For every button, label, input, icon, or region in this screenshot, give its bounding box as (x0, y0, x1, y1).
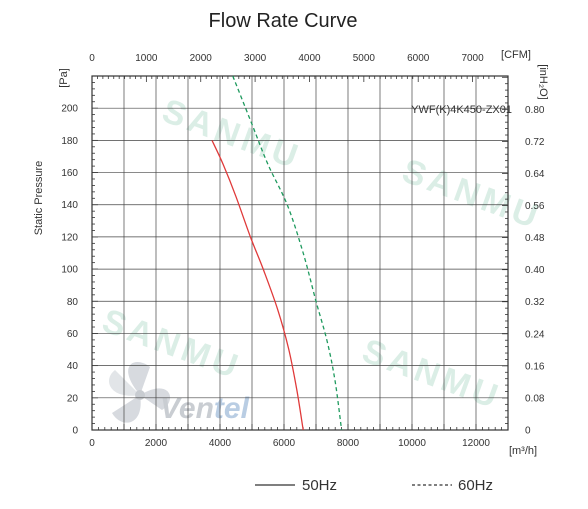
watermark-text: SANMU (357, 332, 506, 417)
x-bottom-unit: [m³/h] (509, 445, 537, 457)
y-left-tick-label: 160 (61, 168, 78, 179)
y-left-tick-label: 140 (61, 200, 78, 211)
y-right-unit: [inH₂O] (537, 64, 549, 99)
y-left-tick-label: 100 (61, 265, 78, 276)
chart-title: Flow Rate Curve (209, 10, 358, 32)
y-right-tick-label: 0 (525, 426, 531, 437)
y-left-tick-label: 0 (72, 426, 78, 437)
watermark-text: SANMU (97, 302, 246, 387)
axis-ticks (91, 75, 509, 431)
series-layer (211, 75, 343, 431)
y-left-tick-label: 60 (67, 329, 79, 340)
legend: 50Hz 60Hz (255, 477, 493, 494)
x-top-tick-label: 6000 (407, 53, 430, 64)
y-left-tick-label: 40 (67, 361, 79, 372)
y-left-tick-label: 180 (61, 136, 78, 147)
watermark-text: SANMU (397, 152, 546, 237)
y-right-tick-label: 0.72 (525, 137, 545, 148)
x-bottom-tick-label: 6000 (273, 438, 296, 449)
series-line-50hz (211, 140, 304, 431)
y-right-tick-label: 0.40 (525, 265, 545, 276)
y-left-tick-label: 120 (61, 232, 78, 243)
svg-text:Ventel: Ventel (160, 392, 250, 425)
brand-text-part2: tel (214, 392, 250, 425)
y-right-tick-label: 0.56 (525, 201, 545, 212)
legend-label-50hz: 50Hz (302, 477, 337, 494)
y-right-tick-label: 0.48 (525, 233, 545, 244)
y-right-tick-label: 0.80 (525, 105, 545, 116)
x-bottom-tick-label: 8000 (337, 438, 360, 449)
legend-label-60hz: 60Hz (458, 477, 493, 494)
y-right-tick-label: 0.08 (525, 393, 545, 404)
x-top-tick-label: 3000 (244, 53, 267, 64)
x-bottom-tick-label: 2000 (145, 438, 168, 449)
x-bottom-tick-label: 10000 (398, 438, 426, 449)
series-line-60hz (232, 75, 343, 431)
x-top-tick-label: 0 (89, 53, 95, 64)
x-bottom-tick-label: 0 (89, 438, 95, 449)
brand-text-part1: Ven (160, 392, 214, 425)
y-right-tick-label: 0.16 (525, 361, 545, 372)
y-left-unit: [Pa] (58, 68, 70, 88)
y-left-tick-label: 20 (67, 393, 79, 404)
x-top-tick-label: 7000 (461, 53, 484, 64)
y-right-tick-label: 0.64 (525, 169, 545, 180)
x-bottom-tick-label: 12000 (462, 438, 490, 449)
x-top-unit: [CFM] (501, 49, 531, 61)
y-axis-label: Static Pressure (33, 161, 45, 236)
y-left-tick-label: 200 (61, 104, 78, 115)
x-top-tick-label: 5000 (353, 53, 376, 64)
plot-frame (91, 75, 509, 431)
y-left-tick-label: 80 (67, 297, 79, 308)
x-bottom-tick-label: 4000 (209, 438, 232, 449)
x-top-tick-label: 1000 (135, 53, 158, 64)
grid (91, 75, 509, 431)
x-top-tick-label: 2000 (190, 53, 213, 64)
x-top-tick-label: 4000 (298, 53, 321, 64)
y-right-tick-label: 0.24 (525, 329, 545, 340)
y-right-tick-label: 0.32 (525, 297, 545, 308)
fan-icon (108, 362, 171, 423)
model-label: YWF(K)4K450-ZX01 (411, 104, 512, 116)
